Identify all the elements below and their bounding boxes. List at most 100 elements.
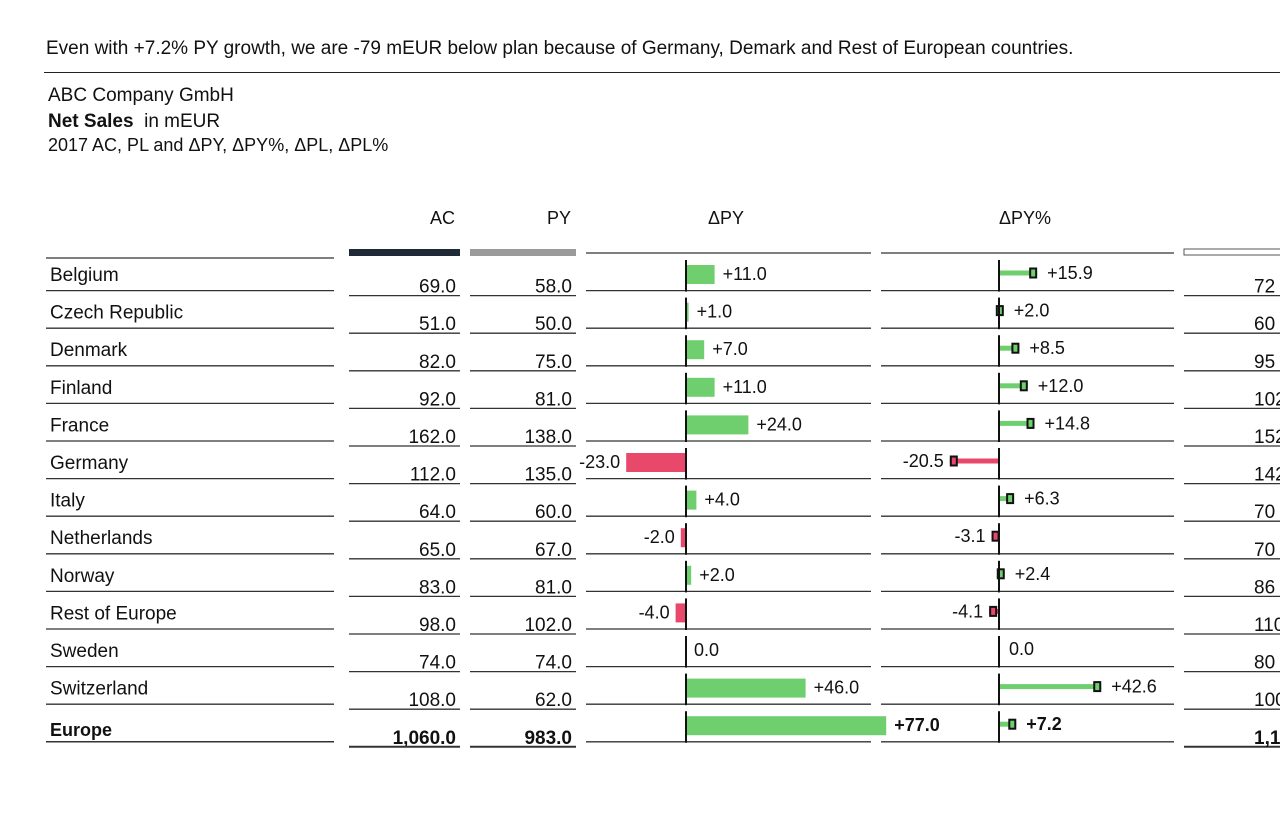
delta-py-pct-stem [949, 458, 999, 464]
delta-py-label: -4.0 [639, 602, 670, 622]
delta-py-label: +7.0 [712, 339, 748, 359]
measure-unit: in mEUR [144, 111, 221, 132]
row-label: Norway [50, 566, 115, 587]
pl-partial-value: 60 [1254, 314, 1275, 335]
delta-py-bar [686, 340, 705, 360]
pl-partial-value: 86 [1254, 577, 1275, 598]
row-label: Rest of Europe [50, 603, 177, 624]
pl-partial-value: 152 [1254, 427, 1280, 448]
delta-py-label: +2.0 [699, 565, 735, 585]
pl-partial-value: 110 [1254, 615, 1280, 636]
delta-py-pct-head-fill [1021, 382, 1026, 390]
ac-value: 92.0 [419, 389, 456, 410]
ac-value: 112.0 [410, 465, 456, 486]
py-value: 62.0 [535, 690, 572, 711]
pl-partial-value: 95 [1254, 352, 1275, 373]
delta-py-pct-head-fill [993, 532, 998, 540]
delta-py-pct-label: +14.8 [1045, 413, 1091, 433]
delta-py-label: +11.0 [723, 377, 767, 397]
row-label: Germany [50, 453, 129, 474]
py-value: 58.0 [535, 277, 572, 298]
pl-partial-value: 1,139 [1254, 728, 1280, 749]
py-value: 81.0 [535, 577, 572, 598]
delta-py-pct-head-fill [998, 570, 1003, 578]
py-value: 60.0 [535, 502, 572, 523]
delta-py-label: +1.0 [697, 302, 733, 322]
py-value: 75.0 [535, 352, 572, 373]
delta-py-pct-label: 0.0 [1009, 639, 1034, 659]
py-value: 138.0 [524, 427, 572, 448]
row-label: Finland [50, 378, 112, 399]
ac-value: 162.0 [408, 427, 456, 448]
row-label: Czech Republic [50, 303, 183, 324]
ac-value: 108.0 [408, 690, 456, 711]
pl-partial-value: 102 [1254, 389, 1280, 410]
company-name: ABC Company GmbH [48, 85, 234, 106]
ac-value: 1,060.0 [393, 728, 456, 749]
delta-py-pct-label: -4.1 [952, 601, 983, 621]
py-value: 67.0 [535, 540, 572, 561]
delta-py-label: +4.0 [704, 490, 740, 510]
delta-py-pct-label: -20.5 [903, 451, 944, 471]
row-label: Netherlands [50, 528, 152, 549]
measure-label: Net Sales [48, 111, 134, 132]
py-value: 102.0 [524, 615, 572, 636]
delta-py-pct-stem [999, 721, 1017, 727]
pl-partial-value: 70 [1254, 502, 1275, 523]
delta-py-bar [686, 415, 749, 435]
ac-value: 69.0 [419, 277, 456, 298]
delta-py-bar [686, 490, 697, 510]
delta-py-pct-head-fill [991, 607, 996, 615]
delta-py-pct-label: +42.6 [1111, 677, 1157, 697]
py-header-marker [470, 249, 576, 256]
pl-partial-value: 72 [1254, 277, 1275, 298]
pl-partial-value: 100 [1254, 690, 1280, 711]
delta-py-bar [686, 302, 689, 322]
row-label: Switzerland [50, 679, 148, 700]
delta-py-label: -2.0 [644, 527, 675, 547]
row-label: Europe [50, 720, 112, 740]
header-ac: AC [430, 208, 455, 228]
py-value: 74.0 [535, 653, 572, 674]
delta-py-pct-stem [999, 270, 1038, 276]
delta-py-bar [686, 265, 715, 284]
delta-py-pct-stem [999, 383, 1028, 389]
header-py: PY [547, 208, 571, 228]
delta-py-pct-label: +7.2 [1026, 714, 1062, 734]
delta-py-bar [686, 678, 806, 698]
py-value: 135.0 [524, 465, 572, 486]
delta-py-bar [626, 453, 686, 472]
header-delta-py-pct: ΔPY% [999, 208, 1051, 228]
delta-py-bar [686, 716, 887, 736]
ac-value: 83.0 [419, 577, 456, 598]
delta-py-label: 0.0 [694, 640, 719, 660]
row-label: Belgium [50, 265, 119, 286]
delta-py-bar [675, 603, 686, 623]
delta-py-pct-stem [999, 684, 1102, 690]
delta-py-label: +24.0 [756, 414, 802, 434]
delta-py-pct-head-fill [1095, 683, 1100, 691]
delta-py-bar [686, 565, 692, 585]
row-label: Italy [50, 491, 85, 512]
measure-title: Net Sales in mEUR [48, 111, 220, 133]
delta-py-pct-head-fill [1010, 720, 1015, 728]
py-value: 50.0 [535, 314, 572, 335]
delta-py-pct-label: +8.5 [1029, 338, 1065, 358]
ac-value: 64.0 [419, 502, 456, 523]
delta-py-pct-label: +6.3 [1024, 489, 1060, 509]
pl-partial-value: 80 [1254, 653, 1275, 674]
row-label: Denmark [50, 340, 128, 361]
headline: Even with +7.2% PY growth, we are -79 mE… [46, 38, 1074, 59]
ac-value: 65.0 [419, 540, 456, 561]
delta-py-pct-label: -3.1 [955, 526, 986, 546]
delta-py-pct-label: +12.0 [1038, 376, 1084, 396]
delta-py-pct-head-fill [1008, 495, 1013, 503]
py-value: 81.0 [535, 389, 572, 410]
delta-py-pct-head-fill [951, 457, 956, 465]
headline-rule [44, 72, 1280, 73]
delta-py-bar [686, 377, 715, 397]
delta-py-pct-stem [999, 345, 1020, 351]
delta-py-bar [680, 528, 686, 548]
delta-py-pct-head-fill [1013, 344, 1018, 352]
pl-partial-value: 70 [1254, 540, 1275, 561]
